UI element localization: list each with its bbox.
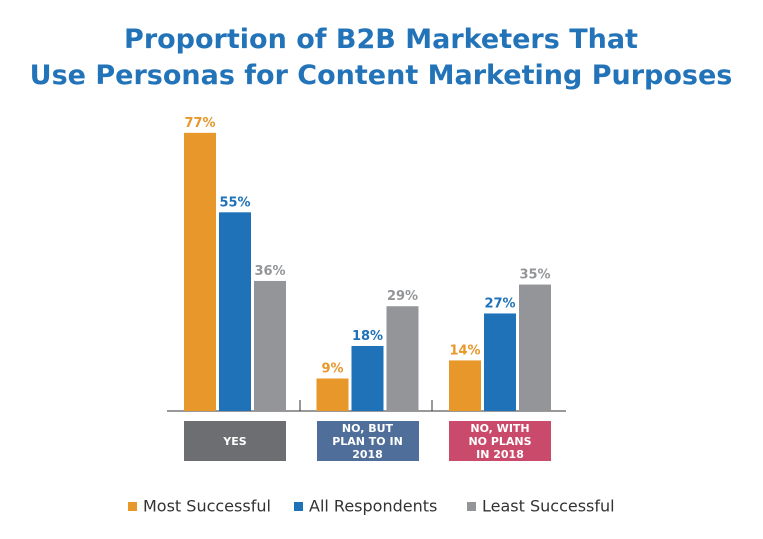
legend-swatch [128, 502, 137, 511]
chart-subtitle: Use Personas for Content Marketing Purpo… [30, 60, 733, 91]
bar [484, 313, 516, 411]
value-label: 9% [321, 361, 343, 376]
category-label: NO, WITH NO PLANS IN 2018 [449, 421, 551, 461]
legend-swatch [294, 502, 303, 511]
value-label: 14% [449, 343, 480, 358]
bar [184, 132, 216, 411]
bar [519, 284, 551, 411]
category-label: NO, BUT PLAN TO IN 2018 [316, 421, 419, 461]
bar [316, 378, 349, 411]
bar [219, 212, 251, 411]
value-label: 18% [352, 329, 383, 344]
value-label: 27% [484, 296, 515, 311]
category-label: YES [184, 421, 286, 461]
bar [386, 306, 419, 411]
bar [351, 345, 384, 411]
legend-swatch [467, 502, 476, 511]
bar [449, 360, 481, 411]
value-label: 35% [519, 268, 550, 283]
legend-label: All Respondents [309, 497, 437, 516]
chart-title: Proportion of B2B Marketers That [124, 24, 638, 55]
legend-label: Most Successful [143, 497, 271, 516]
bar [254, 280, 286, 411]
value-label: 55% [219, 195, 250, 210]
legend-label: Least Successful [482, 497, 615, 516]
value-label: 29% [387, 289, 418, 304]
value-label: 36% [254, 264, 285, 279]
value-label: 77% [184, 116, 215, 131]
